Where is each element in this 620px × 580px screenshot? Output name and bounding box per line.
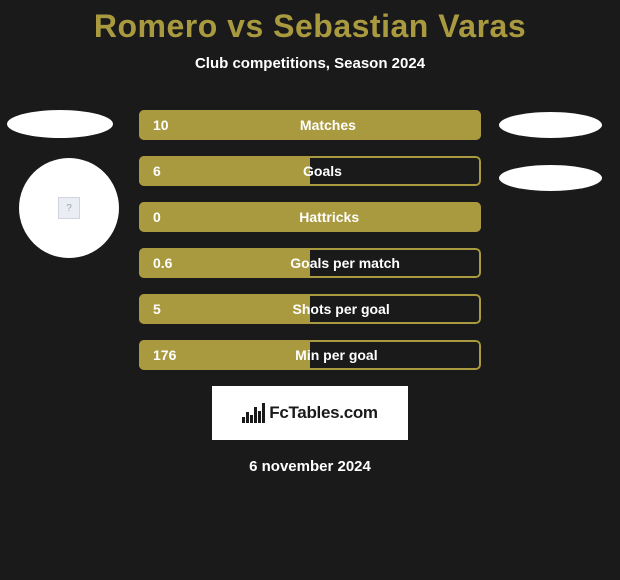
stat-value: 5 <box>153 301 161 317</box>
stat-row: 10 Matches <box>139 110 481 140</box>
comparison-subtitle: Club competitions, Season 2024 <box>0 55 620 72</box>
stat-row: 6 Goals <box>139 156 481 186</box>
stat-value: 10 <box>153 117 169 133</box>
stat-label: Min per goal <box>295 347 377 363</box>
stat-label: Hattricks <box>299 209 359 225</box>
stat-row: 176 Min per goal <box>139 340 481 370</box>
stat-label: Matches <box>300 117 356 133</box>
stat-row: 0.6 Goals per match <box>139 248 481 278</box>
stat-value: 6 <box>153 163 161 179</box>
stat-value: 176 <box>153 347 176 363</box>
fctables-logo: FcTables.com <box>212 386 408 440</box>
player-badge-left: ? <box>19 158 119 258</box>
comparison-title: Romero vs Sebastian Varas <box>0 0 620 45</box>
stats-bars: 10 Matches 6 Goals 0 Hattricks 0.6 Goals… <box>139 110 481 370</box>
team-badge-right-2 <box>499 165 602 191</box>
stat-label: Goals per match <box>290 255 400 271</box>
stat-value: 0 <box>153 209 161 225</box>
placeholder-icon: ? <box>58 197 80 219</box>
logo-bars-icon <box>242 403 265 423</box>
stat-row: 5 Shots per goal <box>139 294 481 324</box>
stat-row: 0 Hattricks <box>139 202 481 232</box>
stat-label: Goals <box>303 163 342 179</box>
team-badge-left-1 <box>7 110 113 138</box>
stat-value: 0.6 <box>153 255 172 271</box>
stat-label: Shots per goal <box>292 301 389 317</box>
team-badge-right-1 <box>499 112 602 138</box>
logo-text: FcTables.com <box>269 403 378 423</box>
comparison-content: ? 10 Matches 6 Goals 0 Hattricks 0.6 Goa… <box>0 110 620 475</box>
footer-date: 6 november 2024 <box>0 458 620 475</box>
